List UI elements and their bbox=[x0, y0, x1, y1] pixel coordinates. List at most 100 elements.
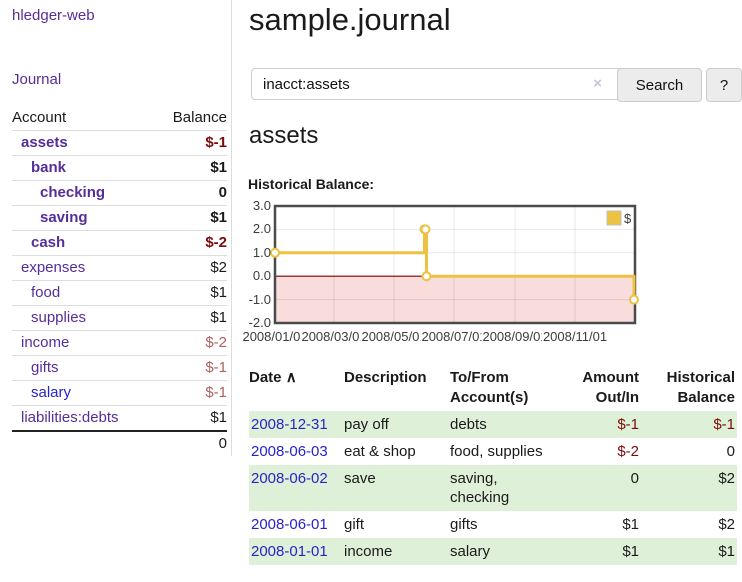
account-row: bank $1 bbox=[12, 155, 227, 181]
transaction-description: pay off bbox=[344, 416, 389, 433]
transaction-amount: 0 bbox=[630, 470, 639, 487]
account-balance: $-1 bbox=[154, 130, 227, 156]
transaction-date-link[interactable]: 2008-01-01 bbox=[251, 543, 328, 560]
account-link-bank[interactable]: bank bbox=[31, 159, 67, 176]
y-axis-tick-label: -1.0 bbox=[248, 291, 271, 307]
account-balance: $2 bbox=[154, 255, 227, 281]
account-row: expenses $2 bbox=[12, 255, 227, 281]
account-row: cash $-2 bbox=[12, 230, 227, 256]
x-axis-tick-label: 2008/07/01 bbox=[420, 329, 488, 344]
date-column-header[interactable]: Date ∧ bbox=[249, 369, 297, 386]
account-balance: $-1 bbox=[154, 380, 227, 406]
historical-balance-chart: $ 3.0 2.0 1.0 0.0 -1.0 -2.0 2008/01/01 2008/03/… bbox=[240, 199, 742, 348]
sidebar: hledger-web Journal Account Balance asse… bbox=[0, 0, 232, 456]
transaction-balance: $-1 bbox=[713, 416, 735, 433]
transaction-date-link[interactable]: 2008-12-31 bbox=[251, 416, 328, 433]
transaction-description: save bbox=[344, 470, 376, 487]
transaction-accounts: salary bbox=[450, 543, 491, 560]
account-link-expenses[interactable]: expenses bbox=[21, 259, 86, 276]
account-link-food[interactable]: food bbox=[31, 284, 61, 301]
account-link-gifts[interactable]: gifts bbox=[31, 359, 59, 376]
account-row: saving $1 bbox=[12, 205, 227, 231]
x-axis-tick-label: 2008/03/01 bbox=[300, 329, 368, 344]
account-balance: $1 bbox=[154, 280, 227, 306]
transaction-accounts: saving, checking bbox=[450, 470, 510, 506]
chart-title: Historical Balance: bbox=[248, 176, 375, 192]
account-row: income $-2 bbox=[12, 330, 227, 356]
plot-border bbox=[273, 204, 637, 325]
account-balance: $1 bbox=[154, 155, 227, 181]
account-link-saving[interactable]: saving bbox=[40, 209, 88, 226]
account-balance: $1 bbox=[154, 305, 227, 331]
transaction-balance: $1 bbox=[718, 543, 735, 560]
account-row: salary $-1 bbox=[12, 380, 227, 406]
sort-ascending-icon: ∧ bbox=[285, 369, 297, 386]
account-row: food $1 bbox=[12, 280, 227, 306]
transaction-balance: 0 bbox=[726, 443, 735, 460]
transaction-row: 2008-01-01 income salary $1 $1 bbox=[249, 538, 737, 565]
transaction-date-link[interactable]: 2008-06-01 bbox=[251, 516, 328, 533]
transaction-description: eat & shop bbox=[344, 443, 416, 460]
account-link-assets[interactable]: assets bbox=[21, 134, 68, 151]
transaction-date-link[interactable]: 2008-06-03 bbox=[251, 443, 328, 460]
transaction-row: 2008-12-31 pay off debts $-1 $-1 bbox=[249, 411, 737, 438]
transaction-amount: $-1 bbox=[617, 416, 639, 433]
account-row: assets $-1 bbox=[12, 130, 227, 156]
data-point-marker bbox=[421, 271, 432, 282]
search-input-wrap: × bbox=[251, 68, 622, 100]
x-axis-tick-label: 2008/05/01 bbox=[360, 329, 428, 344]
x-axis-tick-label: 2008/11/01 bbox=[541, 329, 609, 344]
y-axis-tick-label: 2.0 bbox=[252, 221, 271, 237]
account-link-salary[interactable]: salary bbox=[31, 384, 72, 401]
accounts-column-header: To/From Account(s) bbox=[450, 369, 529, 406]
account-link-liabilities-debts[interactable]: liabilities:debts bbox=[21, 409, 119, 426]
account-row: checking 0 bbox=[12, 180, 227, 206]
y-axis-tick-label: 1.0 bbox=[252, 244, 271, 260]
chart-canvas: $ bbox=[270, 204, 640, 325]
data-point-marker bbox=[629, 294, 640, 305]
description-column-header: Description bbox=[344, 369, 427, 386]
journal-link[interactable]: Journal bbox=[12, 71, 62, 88]
account-balance: $-2 bbox=[154, 330, 227, 356]
legend-swatch bbox=[606, 210, 622, 226]
balance-column-header: Historical Balance bbox=[666, 369, 735, 406]
search-button[interactable]: Search bbox=[617, 68, 702, 102]
legend-label: $ bbox=[624, 211, 632, 226]
search-input[interactable] bbox=[251, 68, 622, 100]
negative-region bbox=[275, 276, 635, 323]
total-balance: 0 bbox=[154, 430, 227, 456]
transaction-amount: $1 bbox=[622, 516, 639, 533]
transaction-accounts: gifts bbox=[450, 516, 478, 533]
account-balance: $1 bbox=[154, 205, 227, 231]
help-button[interactable]: ? bbox=[706, 68, 742, 102]
account-link-supplies[interactable]: supplies bbox=[31, 309, 87, 326]
app-title-link[interactable]: hledger-web bbox=[12, 7, 95, 24]
account-row: gifts $-1 bbox=[12, 355, 227, 381]
register-header-row: Date ∧ Description To/From Account(s) Am… bbox=[249, 366, 737, 411]
account-link-income[interactable]: income bbox=[21, 334, 70, 351]
account-page-title: assets bbox=[249, 122, 319, 149]
account-balance: $1 bbox=[154, 405, 227, 431]
balance-column-header: Balance bbox=[172, 109, 227, 126]
account-link-cash[interactable]: cash bbox=[31, 234, 66, 251]
account-balance: $-1 bbox=[154, 355, 227, 381]
transaction-description: income bbox=[344, 543, 393, 560]
account-row: supplies $1 bbox=[12, 305, 227, 331]
transaction-accounts: food, supplies bbox=[450, 443, 543, 460]
account-balance-table: Account Balance assets $-1 bank $1 check… bbox=[12, 106, 227, 456]
data-point-marker bbox=[270, 247, 280, 258]
clear-search-icon[interactable]: × bbox=[593, 75, 602, 92]
amount-column-header: Amount Out/In bbox=[582, 369, 639, 406]
register-table: Date ∧ Description To/From Account(s) Am… bbox=[249, 366, 737, 565]
transaction-description: gift bbox=[344, 516, 365, 533]
account-link-checking[interactable]: checking bbox=[40, 184, 106, 201]
transaction-amount: $-2 bbox=[617, 443, 639, 460]
x-axis-tick-label: 2008/01/01 bbox=[241, 329, 309, 344]
x-axis-tick-label: 2008/09/01 bbox=[481, 329, 549, 344]
transaction-balance: $2 bbox=[718, 516, 735, 533]
y-axis-tick-label: 0.0 bbox=[252, 268, 271, 284]
transaction-date-link[interactable]: 2008-06-02 bbox=[251, 470, 328, 487]
account-balance: 0 bbox=[154, 180, 227, 206]
account-column-header: Account bbox=[12, 109, 67, 126]
y-axis-tick-label: -2.0 bbox=[248, 315, 271, 330]
